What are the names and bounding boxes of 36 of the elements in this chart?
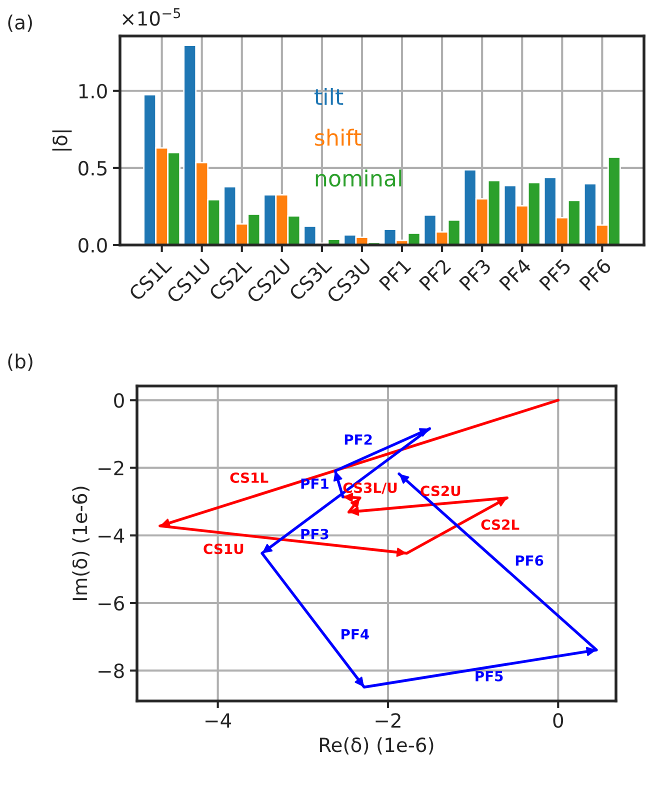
x-tick-label: PF2 <box>418 258 452 291</box>
text: (b) <box>8 354 32 371</box>
annotation: PF3 <box>301 528 328 540</box>
annotation: CS2U <box>420 486 460 496</box>
y-axis-title: Im(δ) (1e-6) <box>72 486 90 600</box>
y-tick-label: 0 <box>114 393 124 408</box>
x-tick-label: PF1 <box>378 258 412 291</box>
y-tick-label: −2 <box>98 460 124 476</box>
x-tick-label: PF3 <box>458 258 492 292</box>
text: tilt <box>314 88 344 105</box>
annotation: PF2 <box>344 434 372 445</box>
y-tick-label: −4 <box>98 528 124 543</box>
annotation: CS2L <box>481 519 520 530</box>
x-tick-label: 0 <box>553 713 564 728</box>
y-axis-title: |δ| <box>52 130 72 151</box>
text: ×10$^{−5}$ <box>122 8 180 26</box>
x-tick-label: −4 <box>206 713 232 728</box>
annotation: CS1L <box>230 472 268 483</box>
y-tick-label: 0.0 <box>78 238 107 253</box>
y-tick-label: 1.0 <box>79 84 107 99</box>
annotation: PF4 <box>342 629 369 640</box>
x-tick-label: PF6 <box>578 258 612 292</box>
x-tick-label: PF4 <box>498 258 532 291</box>
x-tick-label: PF5 <box>538 258 572 292</box>
annotation: PF5 <box>476 671 503 682</box>
annotation: PF6 <box>516 555 544 566</box>
y-tick-label: 0.5 <box>78 160 106 176</box>
y-tick-label: −8 <box>98 664 124 678</box>
text: shift <box>315 128 362 146</box>
text: (a) <box>8 14 32 32</box>
series-label: nominal <box>316 169 402 187</box>
annotation: PF1 <box>301 478 328 489</box>
annotation: CS1U <box>204 544 244 554</box>
y-tick-label: −6 <box>98 596 124 611</box>
x-axis-title: Re(δ) (1e-6) <box>320 737 434 755</box>
x-tick-label: −2 <box>376 713 400 728</box>
